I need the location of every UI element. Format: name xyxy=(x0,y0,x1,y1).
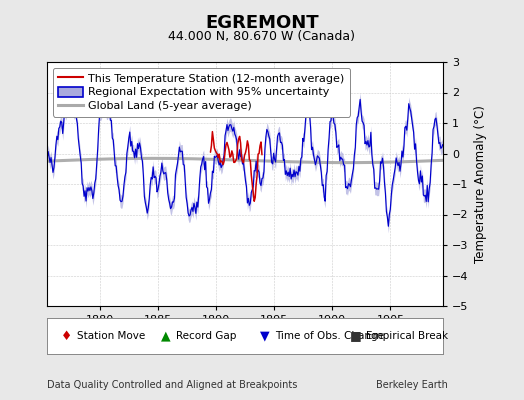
Text: Record Gap: Record Gap xyxy=(176,331,236,341)
Text: Station Move: Station Move xyxy=(77,331,145,341)
Text: Data Quality Controlled and Aligned at Breakpoints: Data Quality Controlled and Aligned at B… xyxy=(47,380,298,390)
Text: 44.000 N, 80.670 W (Canada): 44.000 N, 80.670 W (Canada) xyxy=(169,30,355,43)
Text: Time of Obs. Change: Time of Obs. Change xyxy=(275,331,384,341)
Text: Empirical Break: Empirical Break xyxy=(366,331,448,341)
Text: Berkeley Earth: Berkeley Earth xyxy=(376,380,448,390)
Text: EGREMONT: EGREMONT xyxy=(205,14,319,32)
Text: ▼: ▼ xyxy=(260,330,269,342)
Text: ♦: ♦ xyxy=(61,330,72,342)
Legend: This Temperature Station (12-month average), Regional Expectation with 95% uncer: This Temperature Station (12-month avera… xyxy=(53,68,350,116)
Y-axis label: Temperature Anomaly (°C): Temperature Anomaly (°C) xyxy=(474,105,487,263)
Text: ▲: ▲ xyxy=(161,330,171,342)
Text: ■: ■ xyxy=(350,330,362,342)
